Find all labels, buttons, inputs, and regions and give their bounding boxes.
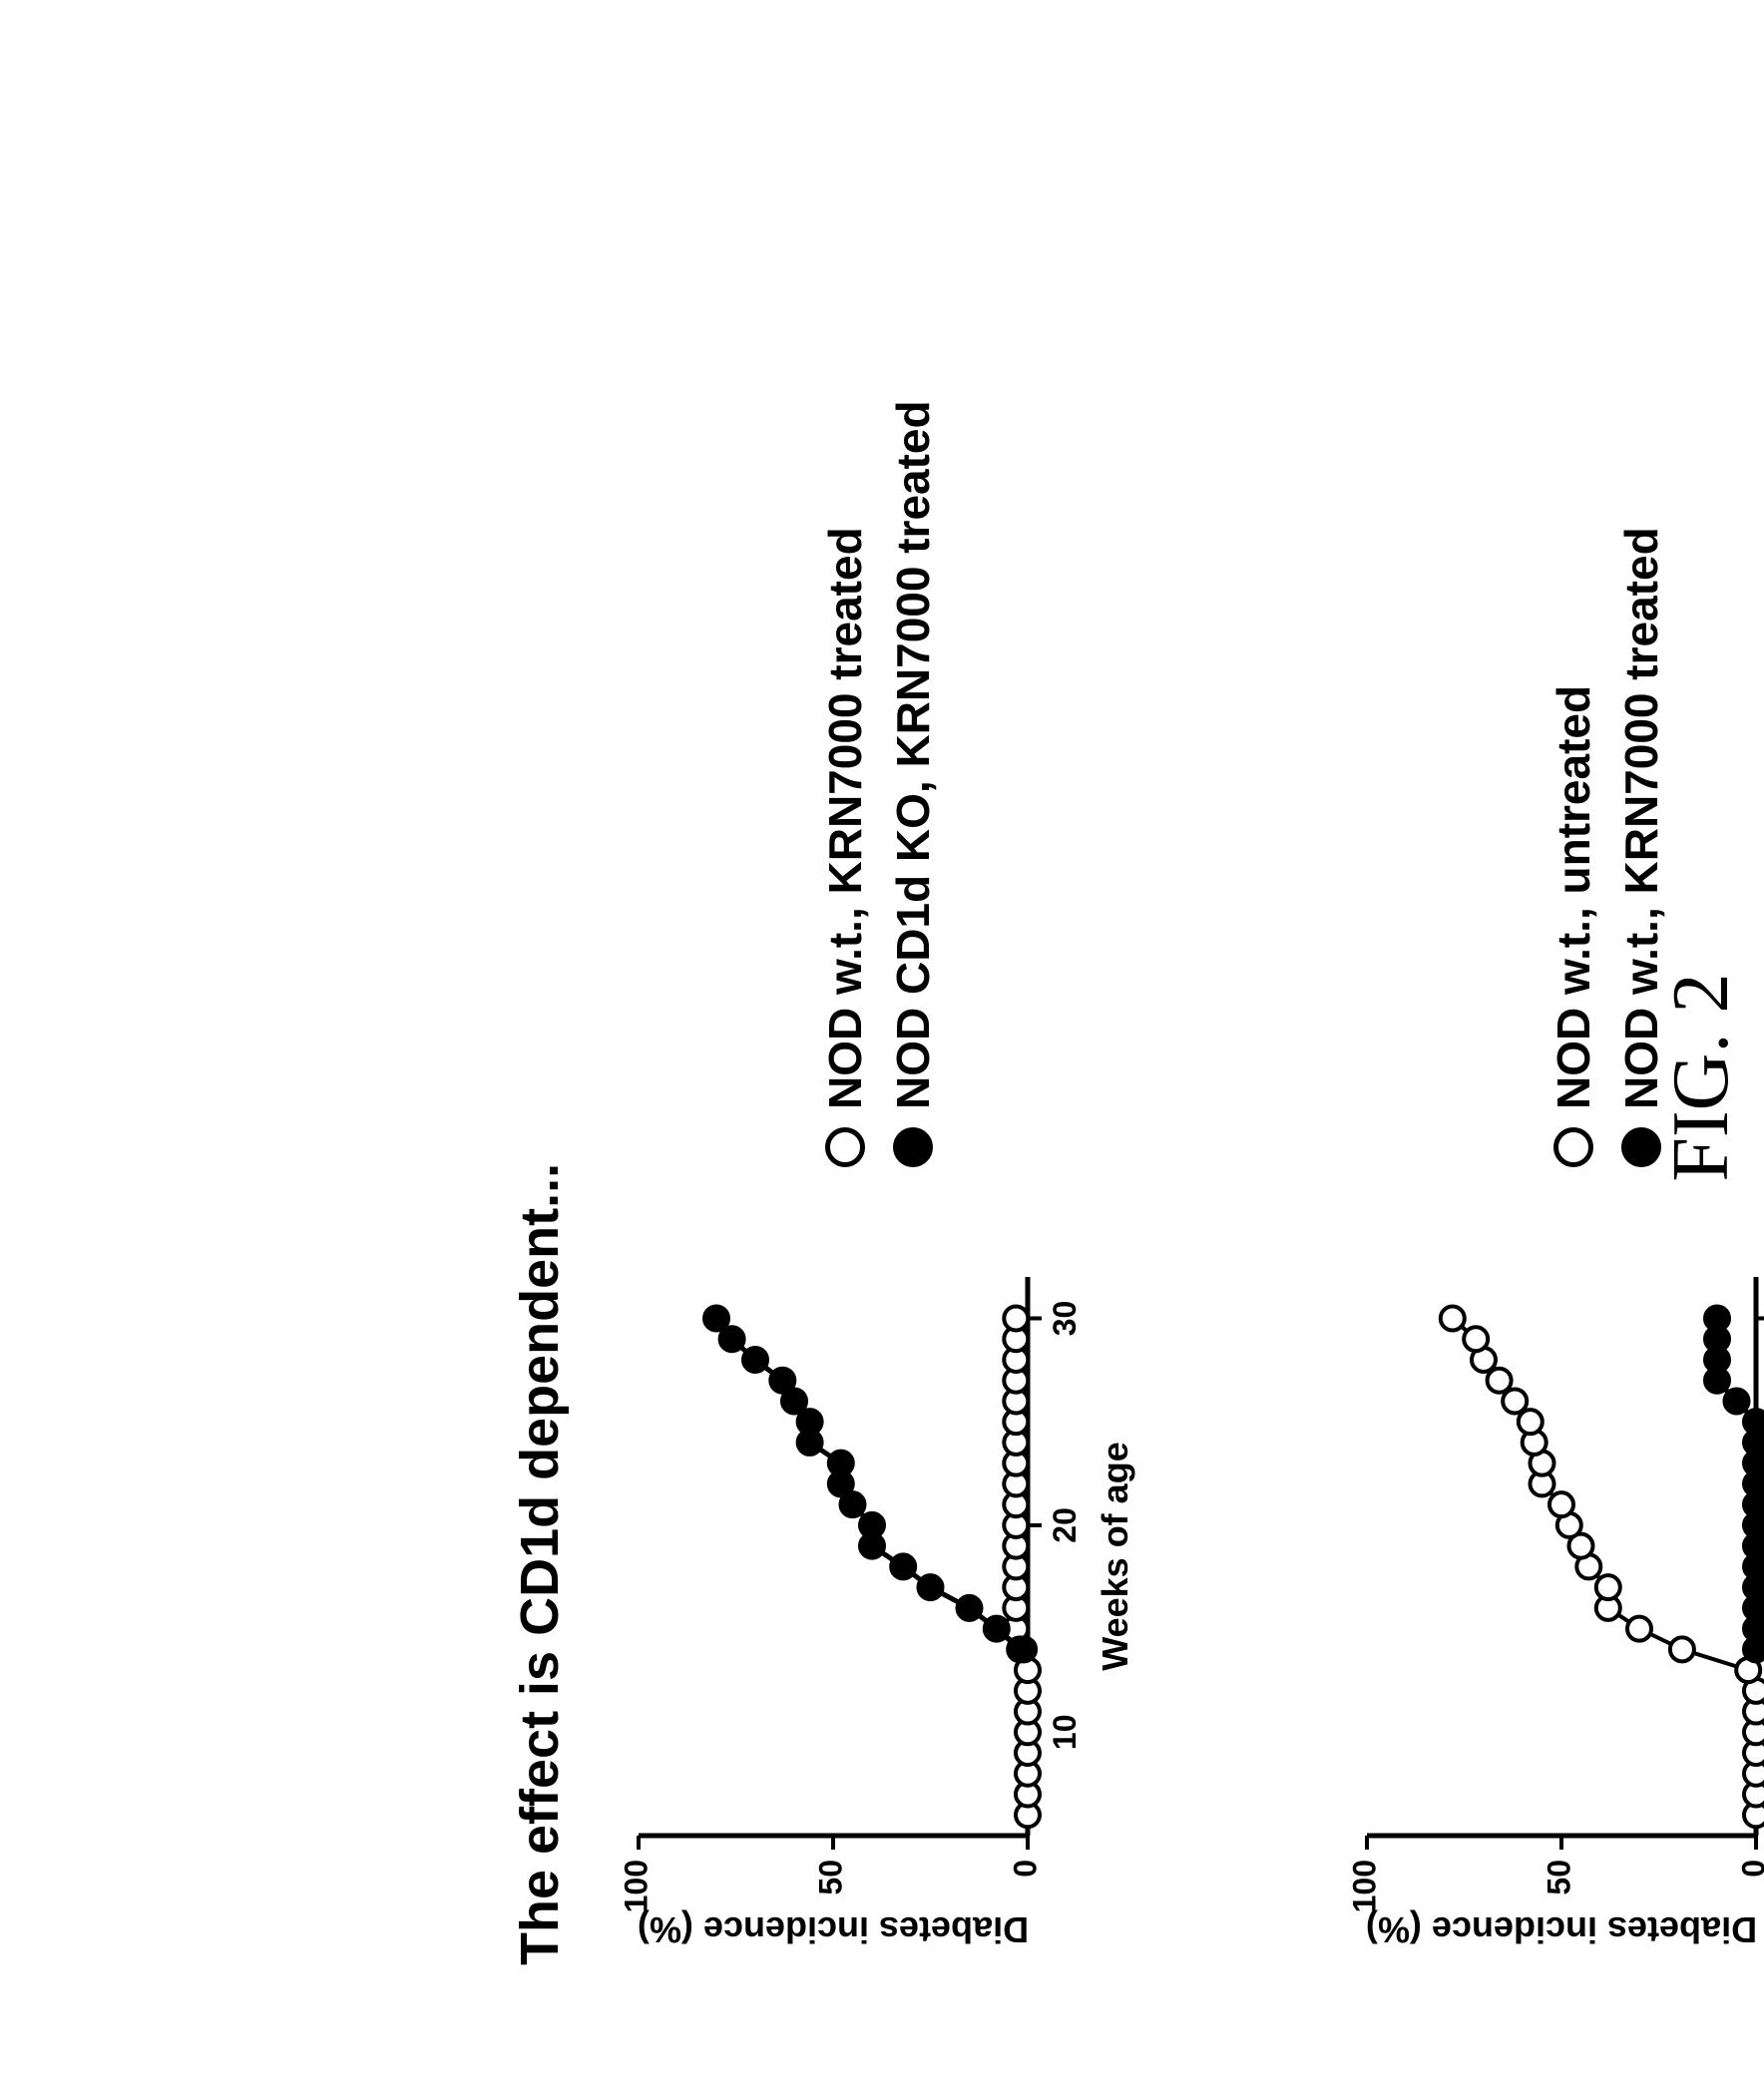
series-filled-marker	[958, 1596, 982, 1620]
series-open-marker	[1519, 1410, 1543, 1434]
series-filled-marker	[704, 1306, 728, 1330]
panel-b: The effect is CD1d dependent...050100102…	[609, 1207, 1167, 1985]
legend-label: NOD w.t., KRN7000 treated	[1614, 527, 1668, 1109]
y-tick-label: 0	[1735, 1860, 1764, 1878]
series-filled-marker	[1725, 1389, 1749, 1413]
open-circle-icon	[1553, 1127, 1593, 1167]
series-open-marker	[1488, 1369, 1512, 1393]
y-axis-label: Diabetes incidence (%)	[638, 1909, 1029, 1950]
chart: 0 50 100 10 20 30 Diabetes incidence (%) Weeks …	[609, 1207, 1167, 1985]
series-filled-marker	[1705, 1306, 1729, 1330]
series-open-marker	[1596, 1575, 1620, 1599]
series-filled-marker	[919, 1575, 943, 1599]
series-filled-marker	[1744, 1410, 1764, 1434]
series-open-marker	[1004, 1306, 1028, 1330]
x-tick-label: 20	[1047, 1507, 1083, 1543]
series-open-marker	[1464, 1327, 1488, 1351]
legend-item: NOD w.t., untreated	[1546, 527, 1600, 1167]
filled-circle-icon	[1621, 1127, 1661, 1167]
legend-item: NOD CD1d KO, KRN7000 treated	[886, 400, 940, 1167]
series-open-marker	[1503, 1389, 1527, 1413]
legend-label: NOD w.t., untreated	[1546, 685, 1600, 1109]
series-filled-marker	[798, 1410, 822, 1434]
y-tick-label: 50	[812, 1860, 848, 1895]
legend-item: NOD w.t., KRN7000 treated	[818, 400, 872, 1167]
y-tick-label: 50	[1541, 1860, 1576, 1895]
panel-a: 050100102030Diabetes incidence (%)Weeks …	[1337, 1207, 1764, 1985]
series-filled-marker	[860, 1513, 884, 1537]
filled-circle-icon	[893, 1127, 933, 1167]
legend-label: NOD CD1d KO, KRN7000 treated	[886, 400, 940, 1109]
series-filled-marker	[1008, 1637, 1032, 1661]
legend: NOD w.t., untreated NOD w.t., KRN7000 tre…	[1546, 527, 1668, 1167]
series-filled-marker	[720, 1327, 744, 1351]
y-axis-label: Diabetes incidence (%)	[1366, 1909, 1757, 1950]
series-filled-marker	[770, 1369, 794, 1393]
panel-slogan: The effect is CD1d dependent...	[509, 1163, 571, 1965]
legend-label: NOD w.t., KRN7000 treated	[818, 527, 872, 1109]
chart: 050100102030Diabetes incidence (%)Weeks …	[1337, 1207, 1764, 1985]
y-tick-label: 100	[1346, 1860, 1382, 1912]
series-open-marker	[1441, 1306, 1465, 1330]
series-open-marker	[1670, 1637, 1694, 1661]
x-axis-label: Weeks of age	[1095, 1442, 1135, 1670]
series-filled-marker	[743, 1348, 767, 1372]
series-open-marker	[1549, 1492, 1573, 1516]
x-tick-label: 10	[1047, 1714, 1083, 1750]
open-circle-icon	[825, 1127, 865, 1167]
legend-item: NOD w.t., KRN7000 treated	[1614, 527, 1668, 1167]
y-tick-label: 0	[1007, 1860, 1043, 1878]
page-root: FIG. 2Prior Art050100102030Diabetes inci…	[0, 0, 1764, 2097]
series-filled-marker	[985, 1617, 1009, 1641]
y-tick-label: 100	[618, 1860, 654, 1912]
series-filled-marker	[891, 1554, 915, 1578]
x-tick-label: 30	[1047, 1301, 1083, 1337]
series-filled-marker	[829, 1452, 853, 1475]
legend: NOD w.t., KRN7000 treated NOD CD1d KO, KR…	[818, 400, 940, 1167]
series-open-marker	[1627, 1617, 1651, 1641]
